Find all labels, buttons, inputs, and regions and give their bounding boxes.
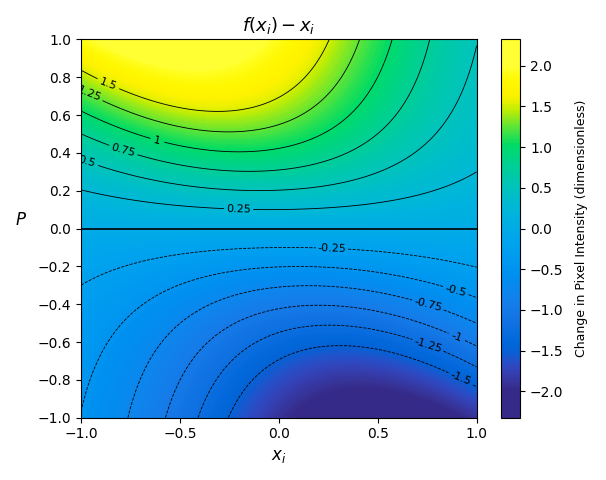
Text: 0.25: 0.25	[226, 204, 251, 215]
Text: 1.25: 1.25	[76, 85, 102, 103]
Text: 0.75: 0.75	[110, 142, 136, 158]
Text: 0.5: 0.5	[77, 155, 97, 169]
Title: $f(x_i) - x_i$: $f(x_i) - x_i$	[242, 15, 316, 36]
Text: 1.5: 1.5	[98, 76, 118, 92]
Y-axis label: Change in Pixel Intensity (dimensionless): Change in Pixel Intensity (dimensionless…	[574, 100, 588, 357]
Text: -1.5: -1.5	[449, 370, 473, 387]
Text: -0.25: -0.25	[318, 243, 347, 254]
Text: -0.75: -0.75	[413, 296, 443, 313]
Text: 1: 1	[153, 135, 162, 146]
Text: -1: -1	[450, 330, 464, 343]
Text: -1.25: -1.25	[413, 336, 443, 354]
Y-axis label: $P$: $P$	[15, 211, 27, 228]
Text: -0.5: -0.5	[444, 283, 467, 298]
X-axis label: $x_i$: $x_i$	[271, 447, 287, 465]
